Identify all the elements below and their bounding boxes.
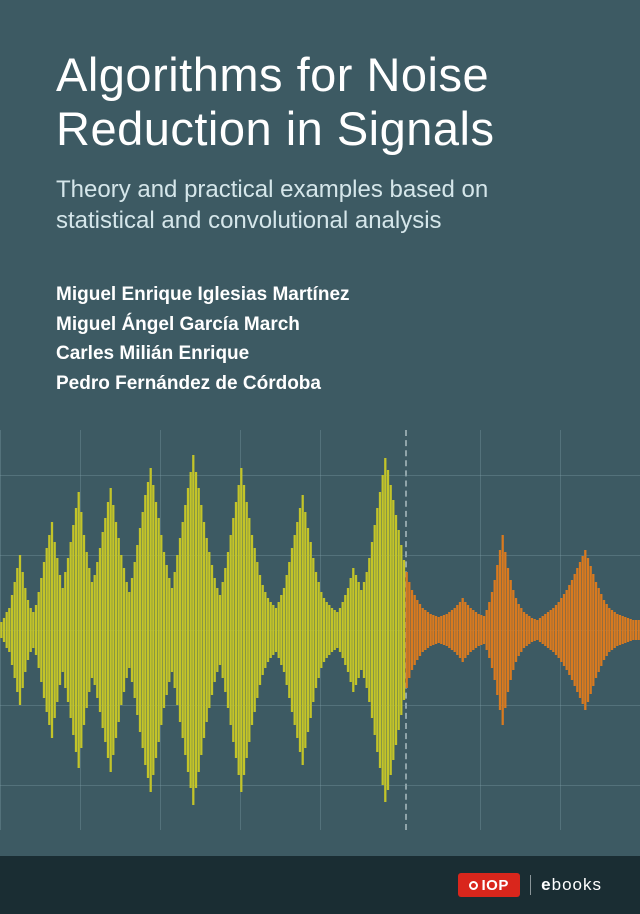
author-name: Miguel Ángel García March <box>56 310 584 339</box>
series-rest: books <box>552 875 602 894</box>
author-name: Carles Milián Enrique <box>56 339 584 368</box>
logo-divider <box>530 875 531 895</box>
logo-dot-icon <box>469 881 478 890</box>
author-name: Miguel Enrique Iglesias Martínez <box>56 280 584 309</box>
iop-badge: IOP <box>458 873 520 897</box>
author-list: Miguel Enrique Iglesias Martínez Miguel … <box>56 280 584 398</box>
publisher-logo: IOP ebooks <box>458 873 602 897</box>
waveform-graphic <box>0 430 640 830</box>
book-cover: Algorithms for Noise Reduction in Signal… <box>0 0 640 914</box>
badge-text: IOP <box>481 877 508 894</box>
book-title: Algorithms for Noise Reduction in Signal… <box>56 48 584 156</box>
series-label: ebooks <box>541 875 602 895</box>
publisher-bar: IOP ebooks <box>0 856 640 914</box>
author-name: Pedro Fernández de Córdoba <box>56 369 584 398</box>
text-block: Algorithms for Noise Reduction in Signal… <box>0 0 640 418</box>
series-prefix: e <box>541 875 551 894</box>
waveform-svg <box>0 430 640 830</box>
book-subtitle: Theory and practical examples based on s… <box>56 174 584 236</box>
